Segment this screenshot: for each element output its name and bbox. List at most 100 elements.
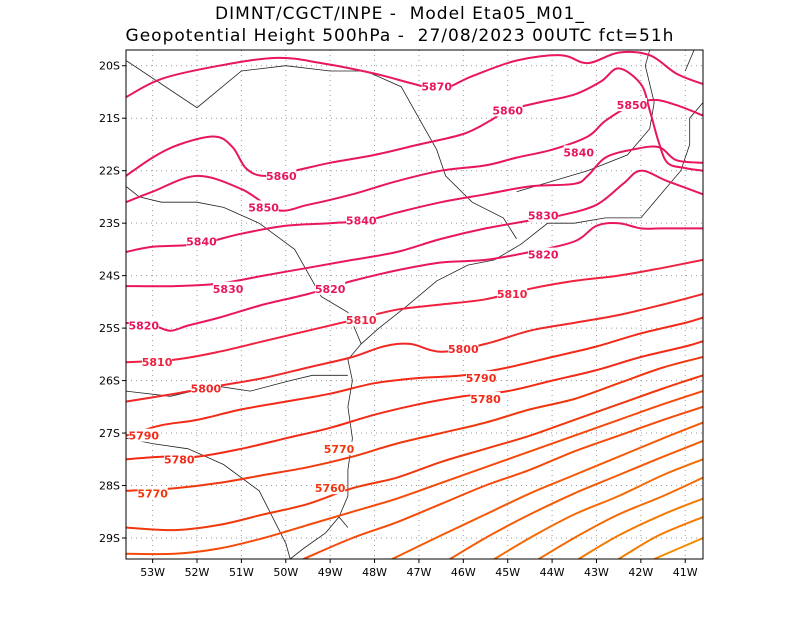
border-ba-es-line bbox=[684, 50, 695, 72]
contour-5750 bbox=[126, 390, 703, 556]
contour-label-bg bbox=[186, 234, 217, 248]
lat-tick-label: 20S bbox=[99, 60, 120, 73]
contour-5860 bbox=[126, 67, 703, 177]
contour-label-5830: 5830 bbox=[213, 283, 244, 296]
contour-5790 bbox=[126, 316, 703, 437]
lon-tick-label: 46W bbox=[451, 566, 476, 579]
lon-tick-label: 49W bbox=[318, 566, 343, 579]
contour-5770 bbox=[126, 356, 703, 492]
contour-label-5850: 5850 bbox=[617, 99, 648, 112]
lat-tick-label: 22S bbox=[99, 165, 120, 178]
contour-label-5810: 5810 bbox=[497, 288, 528, 301]
contour-5690 bbox=[577, 497, 703, 559]
contour-label-bg bbox=[466, 370, 497, 384]
contour-label-bg bbox=[528, 247, 559, 261]
contour-5670 bbox=[653, 537, 703, 559]
coastlines-and-borders bbox=[126, 50, 703, 559]
lon-tick-label: 53W bbox=[140, 566, 165, 579]
lat-tick-label: 25S bbox=[99, 322, 120, 335]
contour-label-5790: 5790 bbox=[128, 430, 159, 443]
contour-label-bg bbox=[563, 145, 594, 159]
contour-label-5840: 5840 bbox=[563, 146, 594, 159]
contour-label-bg bbox=[190, 381, 221, 395]
contour-label-5870: 5870 bbox=[421, 81, 452, 94]
border-sp-mg-line bbox=[126, 60, 517, 240]
lon-tick-label: 47W bbox=[407, 566, 432, 579]
contour-label-bg bbox=[137, 486, 168, 500]
contour-label-bg bbox=[142, 355, 173, 369]
map-frame bbox=[125, 49, 704, 560]
contour-label-bg bbox=[315, 481, 346, 495]
contour-label-5770: 5770 bbox=[137, 487, 168, 500]
contour-label-bg bbox=[164, 452, 195, 466]
contour-label-5820: 5820 bbox=[528, 249, 559, 262]
contour-label-bg bbox=[448, 342, 479, 356]
contour-label-bg bbox=[497, 287, 528, 301]
contour-labels: 5870 5860 5860 5850 5850 5840 5840 5840 5830 5830… bbox=[128, 79, 648, 500]
contour-5760 bbox=[126, 374, 703, 532]
contour-5810 bbox=[126, 258, 703, 364]
map-title-line-1: DIMNT/CGCT/INPE - Model Eta05_M01_ bbox=[215, 4, 585, 24]
contour-label-bg bbox=[346, 213, 377, 227]
lon-tick-label: 42W bbox=[628, 566, 653, 579]
lat-tick-label: 29S bbox=[99, 532, 120, 545]
contour-label-5840: 5840 bbox=[346, 215, 377, 228]
contour-5740 bbox=[302, 405, 703, 559]
grid-lines bbox=[126, 50, 703, 559]
contour-label-5780: 5780 bbox=[164, 453, 195, 466]
border-rs-sc-line bbox=[126, 437, 291, 559]
contour-5850 bbox=[126, 98, 703, 212]
contour-5730 bbox=[391, 421, 703, 559]
contour-label-bg bbox=[470, 391, 501, 405]
contour-label-5860: 5860 bbox=[266, 170, 297, 183]
contour-5840 bbox=[126, 145, 703, 253]
contour-5830 bbox=[126, 169, 703, 288]
lon-tick-label: 41W bbox=[673, 566, 698, 579]
contour-label-5800: 5800 bbox=[448, 343, 479, 356]
contour-label-5850: 5850 bbox=[248, 201, 279, 214]
contour-label-5780: 5780 bbox=[470, 393, 501, 406]
contour-label-5860: 5860 bbox=[492, 104, 523, 117]
contour-label-bg bbox=[528, 208, 559, 222]
map-title-line-2: Geopotential Height 500hPa - 27/08/2023 … bbox=[125, 26, 675, 46]
contour-label-bg bbox=[213, 281, 244, 295]
contour-label-bg bbox=[324, 441, 355, 455]
contour-label-bg bbox=[128, 428, 159, 442]
contour-label-5770: 5770 bbox=[324, 443, 355, 456]
height-contours bbox=[126, 50, 703, 559]
contour-label-5820: 5820 bbox=[128, 319, 159, 332]
lon-tick-label: 51W bbox=[229, 566, 254, 579]
lon-tick-label: 48W bbox=[362, 566, 387, 579]
contour-label-5810: 5810 bbox=[346, 314, 377, 327]
lat-tick-label: 28S bbox=[99, 480, 120, 493]
axis-ticks: 53W 52W 51W 50W 49W 48W 47W 46W 45W 44W 43W 42W 41W 2… bbox=[99, 60, 698, 579]
contour-5680 bbox=[617, 516, 703, 559]
contour-5780 bbox=[126, 340, 703, 461]
coastline-south-line bbox=[289, 516, 340, 559]
contour-5700 bbox=[537, 476, 703, 559]
contour-label-5830: 5830 bbox=[528, 209, 559, 222]
contour-label-bg bbox=[421, 79, 452, 93]
contour-label-bg bbox=[248, 200, 279, 214]
border-mg-rj-line bbox=[516, 102, 655, 193]
border-mg-es-line bbox=[644, 50, 655, 103]
contour-5870 bbox=[126, 50, 703, 99]
contour-label-5820: 5820 bbox=[315, 283, 346, 296]
lon-tick-label: 43W bbox=[584, 566, 609, 579]
contour-label-5810: 5810 bbox=[142, 356, 173, 369]
contour-label-bg bbox=[616, 98, 647, 112]
lat-tick-label: 27S bbox=[99, 427, 120, 440]
lon-tick-label: 44W bbox=[540, 566, 565, 579]
lon-tick-label: 52W bbox=[185, 566, 210, 579]
lat-tick-label: 24S bbox=[99, 270, 120, 283]
lat-tick-label: 26S bbox=[99, 375, 120, 388]
contour-label-5760: 5760 bbox=[315, 482, 346, 495]
lat-tick-label: 21S bbox=[99, 112, 120, 125]
contour-label-5840: 5840 bbox=[186, 236, 217, 249]
contour-5800 bbox=[126, 293, 703, 403]
lon-tick-label: 50W bbox=[273, 566, 298, 579]
contour-label-bg bbox=[492, 103, 523, 117]
border-pr-sp-line bbox=[126, 186, 362, 345]
contour-5720 bbox=[449, 439, 703, 559]
